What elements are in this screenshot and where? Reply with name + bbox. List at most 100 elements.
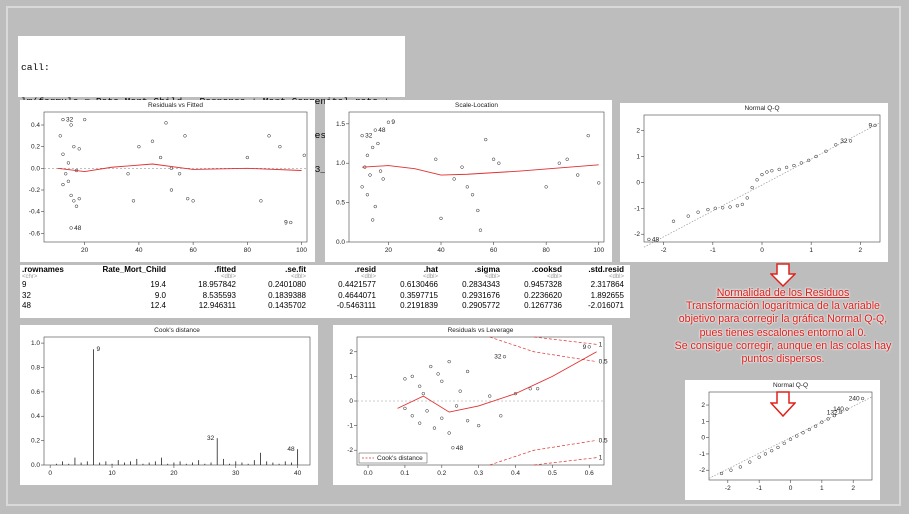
x-tick-label: 40 [437,247,445,254]
annotation-line: puntos dispersos. [741,353,825,366]
point [873,123,877,128]
column-header: .fitted [214,265,236,274]
point [72,145,76,149]
point [465,185,469,189]
point [832,413,837,418]
point [418,384,422,388]
column-header: .resid [354,265,376,274]
x-tick-label: 80 [543,247,551,254]
column-type: <dbl> [546,274,562,280]
point [432,426,437,430]
x-tick-label: 1 [820,485,824,492]
point [755,178,759,182]
table-cell: 48 [22,301,31,310]
point [488,394,492,398]
plot-title: Normal Q-Q [773,382,808,389]
point [365,153,370,157]
point [860,396,865,401]
contour-label: 1 [599,455,603,462]
arrow-down [770,263,796,287]
point [164,121,168,125]
point-label: 140 [833,406,844,413]
point-label: 9 [583,344,587,351]
point [777,167,781,172]
column-type: <chr> [22,274,38,280]
plot-frame [43,111,308,243]
point [557,161,561,165]
column-type: <dbl> [608,274,624,280]
point [131,199,136,203]
point [259,199,263,203]
point [61,182,65,187]
point [565,157,569,161]
point [686,214,690,218]
table-cell: 0.2236620 [524,290,562,300]
type-row: <chr> <dbl> <dbl> <dbl> <dbl> <dbl> <dbl> <dbl> [20,274,630,280]
x-tick-label: 0.4 [511,470,520,477]
table-cell: 0.3597715 [400,290,438,300]
point [745,196,749,200]
column-header: .std.resid [588,265,624,274]
point [834,143,838,147]
column-header: .rownames [22,265,64,274]
point [378,169,383,173]
point [750,185,754,190]
y-tick-label: 0.2 [31,144,40,151]
point [434,157,438,161]
y-tick-label: 0 [349,398,353,405]
x-tick-label: 0.1 [400,470,409,477]
point [365,193,370,197]
x-tick-label: 0.2 [437,470,446,477]
point [484,137,488,142]
x-tick-label: -1 [710,247,716,254]
point [360,133,364,138]
table-cell: 12.4 [150,301,166,310]
plot-title: Residuals vs Fitted [148,102,203,109]
column-type: <dbl> [422,274,438,280]
point [478,228,483,232]
point-label: 48 [378,127,386,134]
point [177,172,182,176]
point [792,163,796,168]
point [597,181,601,185]
contour-label: 0.5 [599,437,608,444]
x-tick-label: 0.6 [585,470,594,477]
column-type: <dbl> [484,274,500,280]
x-tick-label: 80 [244,247,252,254]
point-label: 48 [456,445,464,452]
column-type: <dbl> [360,274,376,280]
point [267,134,271,138]
x-tick-label: 2 [851,485,855,492]
residuals-fitted-plot: Residuals vs Fitted 20 40 60 80 100 -0.6 -0.4 -0… [20,100,315,262]
y-tick-label: 0.0 [31,462,40,469]
y-tick-label: 0.0 [31,165,40,172]
point [845,407,849,411]
point [813,424,818,428]
point-label: 48 [287,446,295,453]
y-tick-label: 0.4 [31,122,40,129]
table-cell: 0.2191839 [400,301,438,310]
y-tick-label: 1.0 [31,340,40,347]
x-tick-label: 0 [760,247,764,254]
point [671,219,676,223]
table-cell: 32 [22,290,31,300]
point [544,185,548,189]
x-tick-label: 10 [108,470,116,477]
plot-title: Scale-Location [455,102,498,109]
point [66,179,71,183]
y-tick-label: 2 [701,402,705,409]
point [470,193,475,197]
table-cell: 12.946311 [198,301,236,310]
x-tick-label: 0 [789,485,793,492]
scale-location-plot: Scale-Location 20 40 60 80 100 0.0 0.5 1.0 1.5 9 48… [325,100,612,262]
reference-line [643,122,881,248]
point [278,145,282,149]
slide-frame [6,6,901,506]
x-tick-label: 0.3 [474,470,483,477]
x-tick-label: 0.0 [364,470,373,477]
annotation-line: pues tienes escalones entorno al 0. [699,326,867,339]
point [169,188,174,192]
table-row: 9 19.4 18.957842 0.2401080 0.4421577 0.613046… [20,280,630,291]
plot-frame [348,111,605,243]
